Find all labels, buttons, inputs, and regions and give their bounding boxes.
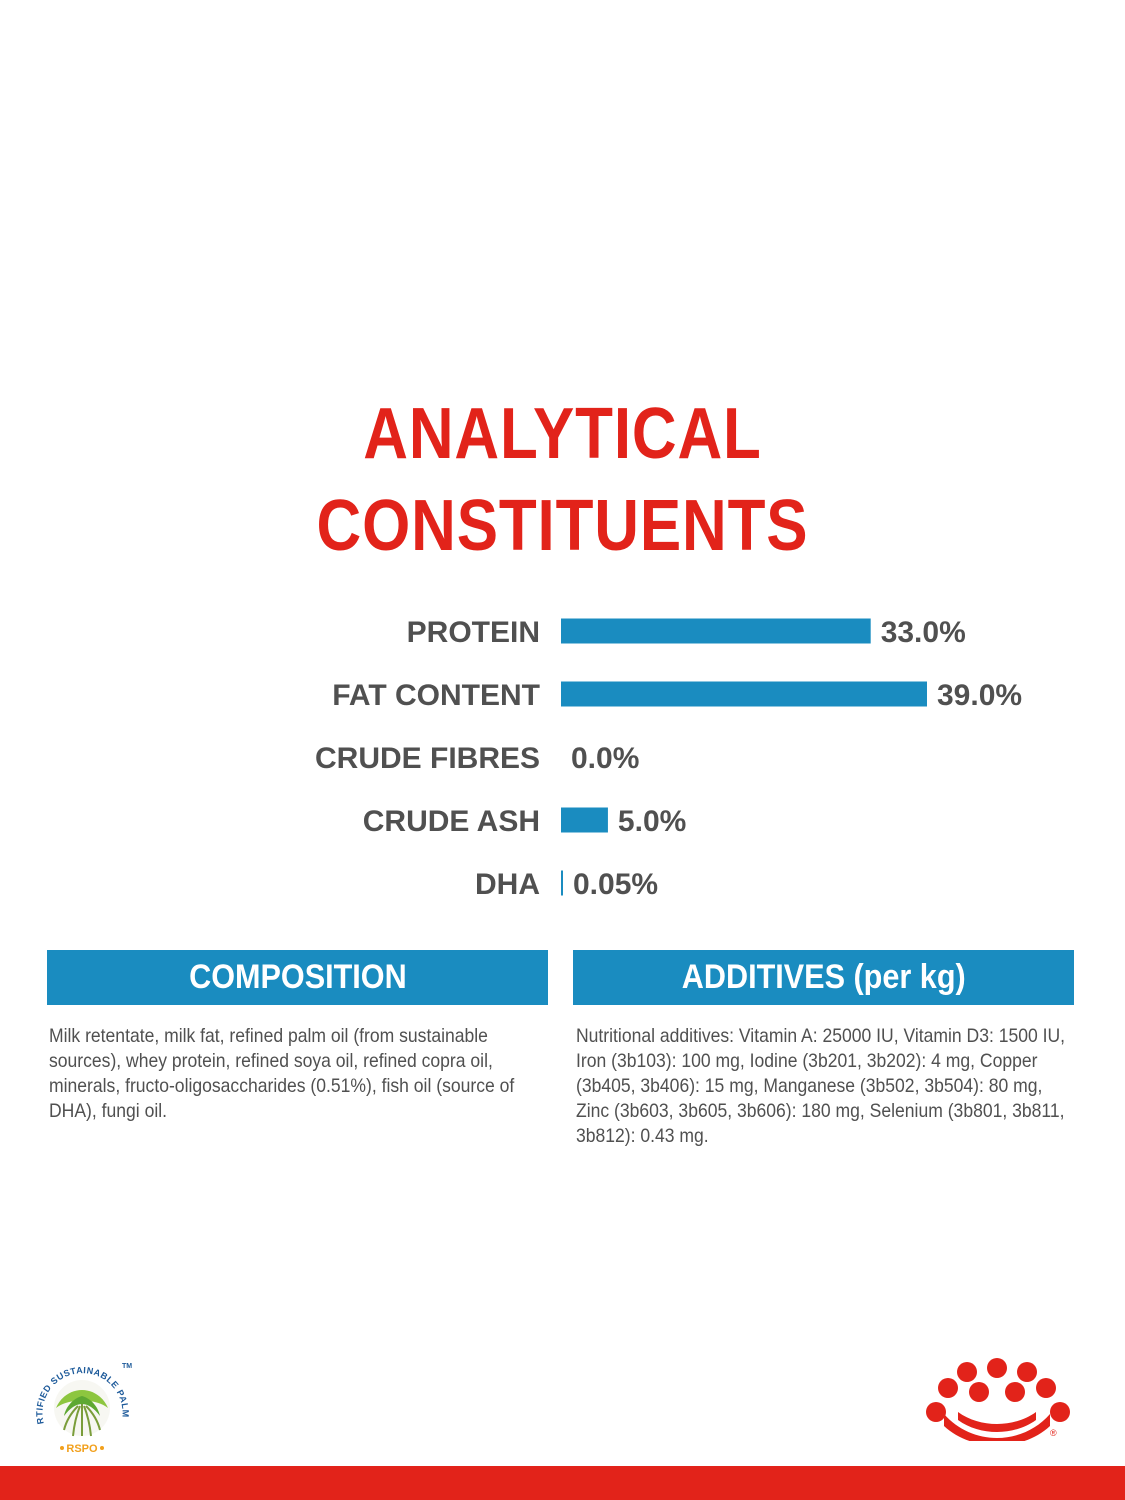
value-label-1: 39.0% (937, 679, 1022, 712)
title-line-1: ANALYTICAL (363, 394, 762, 474)
composition-text: Milk retentate, milk fat, refined palm o… (49, 1025, 515, 1122)
category-label-0: PROTEIN (407, 616, 540, 649)
value-label-3: 5.0% (618, 805, 686, 838)
composition-header-label: COMPOSITION (188, 958, 407, 996)
value-label-2: 0.0% (571, 742, 639, 775)
title-line-2: CONSTITUENTS (316, 486, 809, 566)
bar-4 (561, 870, 563, 896)
rspo-logo: CERTIFIED SUSTAINABLE PALM OIL TM RSPO (30, 1356, 132, 1455)
registered-mark: ® (1050, 1428, 1057, 1438)
category-label-1: FAT CONTENT (332, 679, 540, 712)
additives-header: ADDITIVES (per kg) (573, 950, 1074, 1005)
category-label-2: CRUDE FIBRES (315, 742, 540, 775)
bar-0 (561, 618, 871, 644)
value-label-0: 33.0% (881, 616, 966, 649)
value-label-4: 0.05% (573, 868, 658, 901)
palm-tree-icon (56, 1390, 108, 1437)
rspo-dot-left (60, 1446, 64, 1450)
page-title: ANALYTICAL CONSTITUENTS (79, 388, 1047, 572)
bar-1 (561, 681, 927, 707)
crown-icon (926, 1358, 1070, 1441)
footer-bar (0, 1466, 1125, 1500)
bar-3 (561, 807, 608, 833)
composition-header: COMPOSITION (47, 950, 548, 1005)
royal-canin-crown-logo: ® (926, 1358, 1070, 1441)
analytical-constituents-chart: PROTEIN 33.0% FAT CONTENT 39.0% CRUDE FIBRES… (315, 616, 1022, 901)
rspo-dot-right (100, 1446, 104, 1450)
additives-text: Nutritional additives: Vitamin A: 25000 … (576, 1025, 1066, 1147)
category-label-4: DHA (475, 868, 540, 901)
category-label-3: CRUDE ASH (363, 805, 540, 838)
rspo-tm: TM (122, 1363, 132, 1370)
additives-header-label: ADDITIVES (per kg) (681, 958, 966, 996)
rspo-name: RSPO (66, 1443, 98, 1455)
